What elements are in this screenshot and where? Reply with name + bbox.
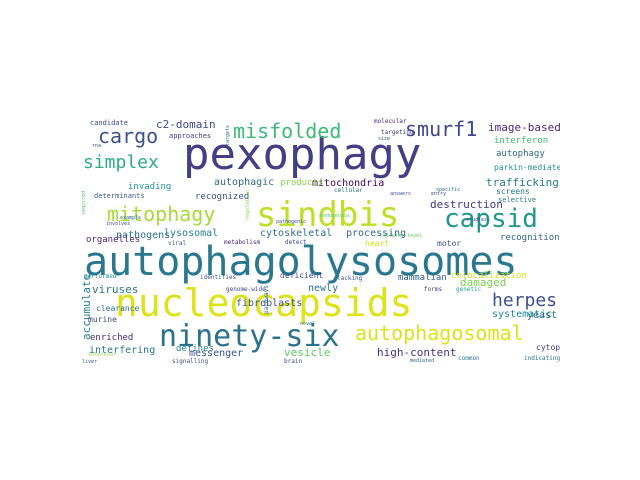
word-novel: size — [378, 136, 391, 142]
word-common: genetic — [456, 286, 482, 293]
word-recognition: recognition — [500, 233, 560, 243]
word-cellular-level: novel — [300, 321, 316, 327]
word-cloud: pexophagy autophagolysosomes nucleocapsi… — [80, 116, 560, 366]
word-defines: cytoplasm-to-vacuole — [536, 343, 560, 352]
word-viruses: pathogens — [116, 230, 171, 241]
word-example: pathogenic — [276, 219, 307, 225]
word-answers: entry — [431, 191, 447, 197]
word-organelles: viruses — [92, 283, 139, 296]
word-parkin-mediated: parkin-mediated — [494, 163, 560, 172]
word-rna: targeting — [381, 129, 414, 136]
word-signalling: performed — [84, 273, 117, 280]
word-interfering: enriched — [90, 333, 134, 343]
word-motor: yeast — [527, 310, 558, 321]
word-invading: invading — [128, 182, 172, 192]
word-forms: pathways — [263, 285, 270, 314]
word-liver: brain — [284, 358, 303, 365]
word-viral: defines — [176, 344, 214, 354]
word-interferon: interferon — [494, 136, 549, 146]
word-targets: studies — [466, 217, 488, 223]
word-detect: metabolism — [224, 239, 261, 246]
word-systematic: damaged — [460, 276, 507, 289]
word-damaged: colocalization — [451, 271, 527, 281]
word-brain: signalling — [172, 358, 209, 365]
word-entry: specific — [436, 187, 461, 193]
word-genome-wide: detect — [285, 239, 307, 246]
word-clearance: accumulate — [80, 273, 93, 340]
word-herpes: herpes — [492, 290, 558, 311]
word-selective: selective — [498, 196, 536, 204]
word-required: rna — [92, 143, 102, 149]
word-misfolded: misfolded — [233, 119, 342, 143]
word-size: infection — [88, 352, 116, 358]
word-metabolism: viral — [168, 240, 187, 247]
word-mammalian: heart — [365, 239, 390, 248]
word-pathogenic: cellular-level — [380, 233, 423, 239]
word-determinants: determinants — [94, 192, 145, 200]
word-targeting: molecular — [374, 118, 407, 125]
word-accumulate: deficient — [280, 271, 324, 280]
word-identifies: lacking — [337, 275, 363, 282]
word-nucleocapsids: nucleocapsids — [115, 281, 413, 325]
word-lacking: genome-wide — [226, 286, 266, 293]
word-performed: indicating — [524, 355, 560, 362]
word-mitochondria: mitochondria — [312, 178, 385, 189]
word-enriched: murine — [88, 315, 117, 324]
word-recognized: recognized — [195, 192, 250, 202]
word-cytoskeletal: processing — [346, 228, 407, 239]
word-newly: fibroblasts — [236, 298, 303, 309]
word-studies: example — [120, 215, 142, 221]
word-approaches: approaches — [169, 132, 212, 140]
word-heart: motor — [437, 239, 462, 248]
word-pathways: identifies — [200, 274, 237, 281]
word-trafficking: trafficking — [486, 176, 559, 189]
word-capsid: capsid — [444, 204, 538, 234]
word-pexophagy: pexophagy — [183, 129, 422, 180]
word-genetic: forms — [424, 286, 443, 293]
word-c2-domain: c2-domain — [156, 118, 216, 131]
word-mitophagy: mitophagy — [107, 202, 216, 226]
word-autophagic: autophagic — [214, 177, 275, 188]
word-sindbis: sindbis — [256, 195, 400, 235]
word-vesicle: messenger — [189, 348, 244, 359]
word-lysosomal: cytoskeletal — [260, 228, 333, 239]
word-cellular: liver — [82, 359, 98, 365]
word-candidate: candidate — [90, 119, 128, 127]
word-involves: required — [81, 190, 87, 215]
word-indicating: common — [458, 355, 480, 362]
word-endogenous: targets — [225, 124, 231, 146]
word-specific: regulation — [245, 189, 251, 220]
word-regulation: involves — [106, 221, 131, 227]
word-products: products — [280, 178, 324, 188]
word-smurf1: smurf1 — [405, 117, 478, 141]
word-simplex: simplex — [83, 152, 159, 173]
word-ninety-six: ninety-six — [159, 319, 340, 354]
word-murine: clearance — [96, 304, 140, 313]
word-molecular: cellular — [334, 187, 363, 194]
word-messenger: interfering — [89, 345, 156, 356]
word-autophagolysosomes: autophagolysosomes — [84, 239, 518, 285]
word-autophagy: autophagy — [496, 149, 545, 159]
word-screens: screens — [496, 187, 530, 196]
word-infection: answers — [390, 191, 412, 197]
word-cytoplasm-to-vacuole: high-content — [377, 346, 457, 359]
word-deficient: mammalian — [398, 273, 447, 283]
word-high-content: vesicle — [284, 346, 331, 359]
word-drosophila: mediated — [410, 358, 435, 364]
word-mediated: endogenous — [320, 213, 351, 219]
word-fibroblasts: organelles — [86, 235, 141, 245]
word-yeast: systematic — [492, 309, 553, 320]
word-image-based: image-based — [488, 121, 560, 134]
word-colocalization: newly — [308, 283, 339, 294]
word-autophagosomal: autophagosomal — [355, 321, 524, 345]
word-pathogens: lysosomal — [164, 228, 219, 239]
word-cargo: cargo — [98, 124, 159, 148]
word-destruction: destruction — [430, 198, 503, 211]
